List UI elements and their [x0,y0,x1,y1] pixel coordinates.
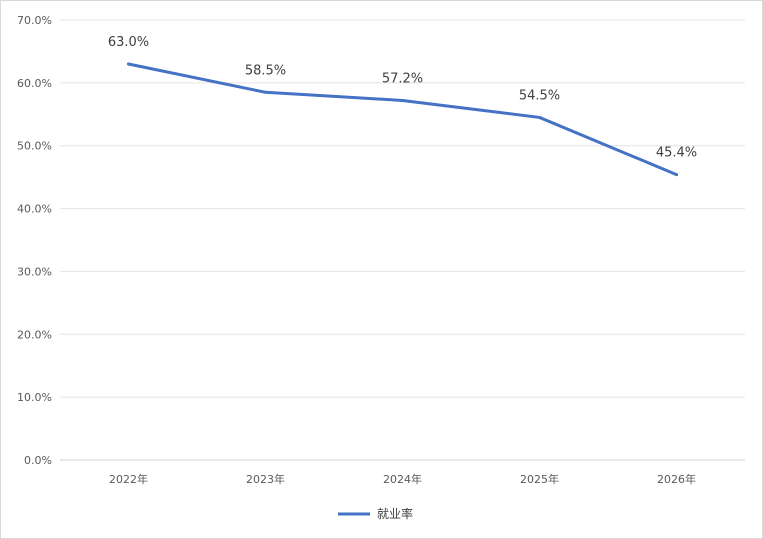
y-tick-label: 30.0% [17,265,52,278]
legend: 就业率 [338,506,413,521]
data-label: 63.0% [108,35,149,50]
y-tick-label: 70.0% [17,14,52,27]
y-tick-label: 60.0% [17,77,52,90]
legend-label: 就业率 [377,506,413,521]
x-axis-ticks: 2022年 2023年 2024年 2025年 2026年 [109,472,696,486]
y-axis-ticks: 0.0% 10.0% 20.0% 30.0% 40.0% 50.0% 60.0% 70.0% [17,14,52,467]
data-label: 57.2% [382,71,423,86]
x-tick-label: 2022年 [109,472,148,486]
x-tick-label: 2023年 [246,472,285,486]
data-point [264,90,267,94]
data-point [127,62,130,66]
data-point [675,173,678,177]
data-point [538,115,541,119]
gridlines [60,19,745,461]
x-tick-label: 2026年 [657,472,696,486]
y-tick-label: 0.0% [24,454,52,467]
data-labels: 63.0% 58.5% 57.2% 54.5% 45.4% [108,35,697,161]
y-tick-label: 40.0% [17,203,52,216]
data-point [401,98,404,102]
data-label: 54.5% [519,88,560,103]
x-tick-label: 2025年 [520,472,559,486]
y-tick-label: 50.0% [17,140,52,153]
data-label: 58.5% [245,63,286,78]
x-tick-label: 2024年 [383,472,422,486]
series-lines [127,62,678,177]
data-label: 45.4% [656,146,697,161]
y-tick-label: 20.0% [17,328,52,341]
y-tick-label: 10.0% [17,391,52,404]
